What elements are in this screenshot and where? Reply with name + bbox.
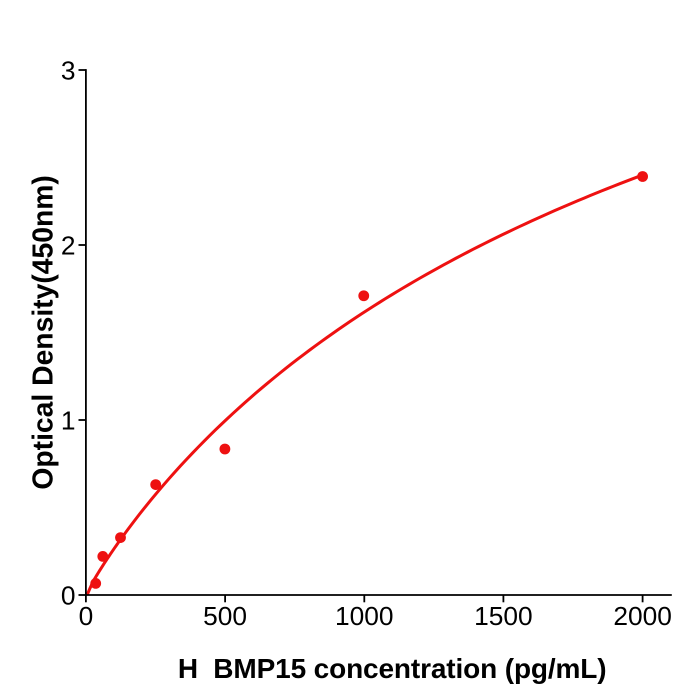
svg-text:2: 2 [61, 230, 76, 260]
svg-text:0: 0 [61, 580, 76, 610]
svg-text:500: 500 [203, 601, 247, 631]
svg-text:2000: 2000 [613, 601, 672, 631]
svg-text:1: 1 [61, 405, 76, 435]
svg-text:0: 0 [79, 601, 94, 631]
svg-text:Optical Density(450nm): Optical Density(450nm) [27, 175, 59, 490]
svg-text:1000: 1000 [335, 601, 394, 631]
svg-text:1500: 1500 [474, 601, 533, 631]
svg-text:3: 3 [61, 55, 76, 85]
svg-text:H BMP15 concentration (pg/mL): H BMP15 concentration (pg/mL) [178, 653, 607, 684]
